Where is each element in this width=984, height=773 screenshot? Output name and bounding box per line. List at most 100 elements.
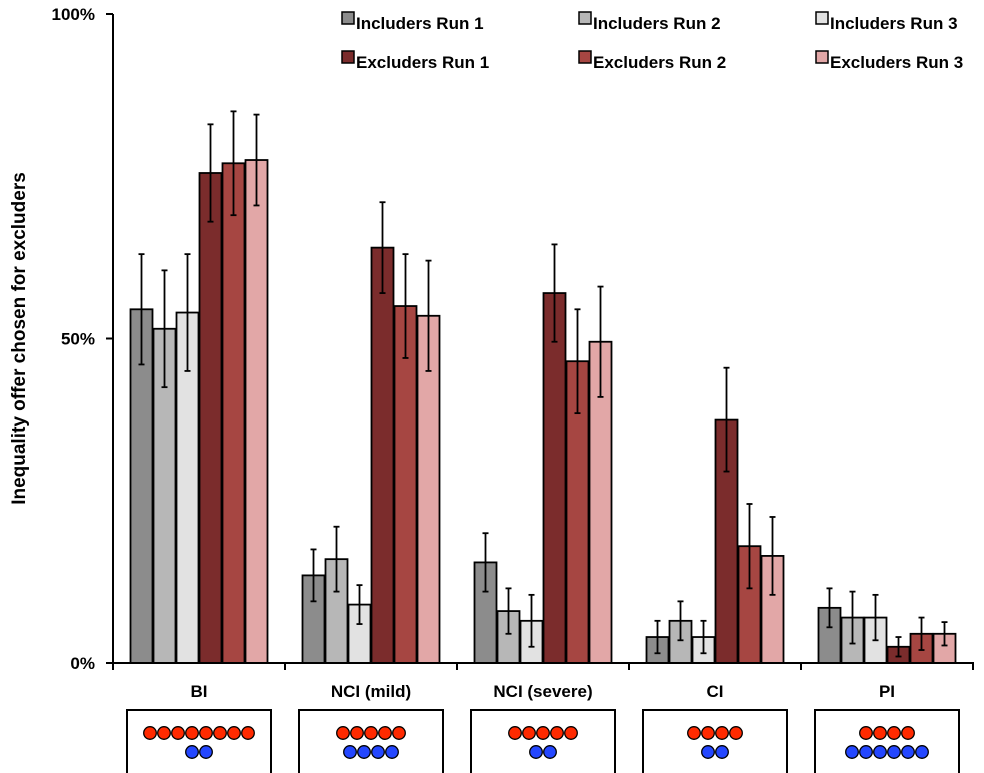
blue-token [873, 745, 887, 759]
blue-token [185, 745, 199, 759]
legend-swatch [578, 50, 592, 64]
legend-item: Includers Run 3 [815, 11, 958, 33]
red-token [550, 726, 564, 740]
blue-token [887, 745, 901, 759]
x-tick-label: NCI (severe) [493, 682, 592, 701]
error-bar [826, 587, 833, 629]
offer-diagram [642, 709, 788, 773]
red-token [157, 726, 171, 740]
offer-diagrams-layer [126, 709, 960, 773]
offer-box [126, 709, 272, 773]
red-token [227, 726, 241, 740]
red-token [901, 726, 915, 740]
legend-label: Excluders Run 1 [356, 53, 489, 72]
error-bar [597, 285, 604, 398]
blue-token [715, 745, 729, 759]
error-bar [723, 366, 730, 473]
blue-token [385, 745, 399, 759]
bar-excluders-run-1-bi [198, 172, 223, 664]
bar-excluders-run-1-nci-severe- [542, 292, 567, 664]
bar-excluders-run-1-nci-mild- [370, 246, 395, 664]
offer-diagram [126, 709, 272, 773]
error-bar [184, 253, 191, 372]
error-bar [872, 593, 879, 642]
legend-item: Includers Run 2 [578, 11, 721, 33]
error-bar [528, 593, 535, 648]
error-bar [356, 584, 363, 625]
y-tick-label: 50% [61, 330, 95, 349]
legend-label: Excluders Run 3 [830, 53, 963, 72]
error-bar [769, 516, 776, 596]
legend-item: Includers Run 1 [341, 11, 484, 33]
error-bar [918, 616, 925, 651]
red-token [392, 726, 406, 740]
error-bar [333, 525, 340, 593]
offer-box [814, 709, 960, 773]
bars-layer [129, 159, 957, 664]
blue-token [901, 745, 915, 759]
bar-excluders-run-3-bi [244, 159, 269, 664]
error-bar [677, 600, 684, 642]
x-tick-label: NCI (mild) [331, 682, 411, 701]
blue-token [915, 745, 929, 759]
blue-token [701, 745, 715, 759]
legend-item: Excluders Run 2 [578, 50, 726, 72]
legend-swatch [341, 11, 355, 25]
error-bar [941, 621, 948, 647]
red-token [715, 726, 729, 740]
labels-layer: 0% 50% 100% BI NCI (mild) NCI (severe) CI PI Ine… [9, 5, 895, 701]
error-bar [402, 253, 409, 359]
red-token [364, 726, 378, 740]
legend-label: Excluders Run 2 [593, 53, 726, 72]
red-token [729, 726, 743, 740]
red-token [873, 726, 887, 740]
legend-label: Includers Run 2 [593, 14, 721, 33]
error-bar [574, 308, 581, 415]
error-bar [379, 201, 386, 294]
error-bar [895, 636, 902, 658]
offer-box [642, 709, 788, 773]
error-bars-layer [138, 110, 948, 658]
legend-item: Excluders Run 1 [341, 50, 489, 72]
error-bar [654, 619, 661, 655]
red-token [336, 726, 350, 740]
red-token [564, 726, 578, 740]
y-tick-label: 100% [52, 5, 95, 24]
red-token [701, 726, 715, 740]
x-tick-label: BI [191, 682, 208, 701]
error-bar [425, 259, 432, 372]
red-token [687, 726, 701, 740]
red-token [213, 726, 227, 740]
red-token [143, 726, 157, 740]
blue-token [343, 745, 357, 759]
red-token [241, 726, 255, 740]
red-token [378, 726, 392, 740]
error-bar [551, 243, 558, 343]
red-token [887, 726, 901, 740]
red-token [536, 726, 550, 740]
blue-token [199, 745, 213, 759]
error-bar [505, 587, 512, 635]
legend-swatch [815, 11, 829, 25]
legend-swatch [341, 50, 355, 64]
y-tick-label: 0% [70, 654, 95, 673]
blue-token [357, 745, 371, 759]
legend-label: Includers Run 1 [356, 14, 484, 33]
error-bar [230, 110, 237, 217]
error-bar [310, 548, 317, 603]
blue-token [845, 745, 859, 759]
error-bar [700, 619, 707, 655]
red-token [522, 726, 536, 740]
legend-swatch [578, 11, 592, 25]
bar-excluders-run-2-nci-mild- [393, 305, 418, 664]
legend-swatch [815, 50, 829, 64]
blue-token [543, 745, 557, 759]
legend: Includers Run 1 Includers Run 2 Includers … [341, 11, 963, 72]
offer-diagram [470, 709, 616, 773]
red-token [350, 726, 364, 740]
error-bar [746, 503, 753, 590]
red-token [199, 726, 213, 740]
y-axis-title: Inequality offer chosen for excluders [9, 172, 30, 505]
